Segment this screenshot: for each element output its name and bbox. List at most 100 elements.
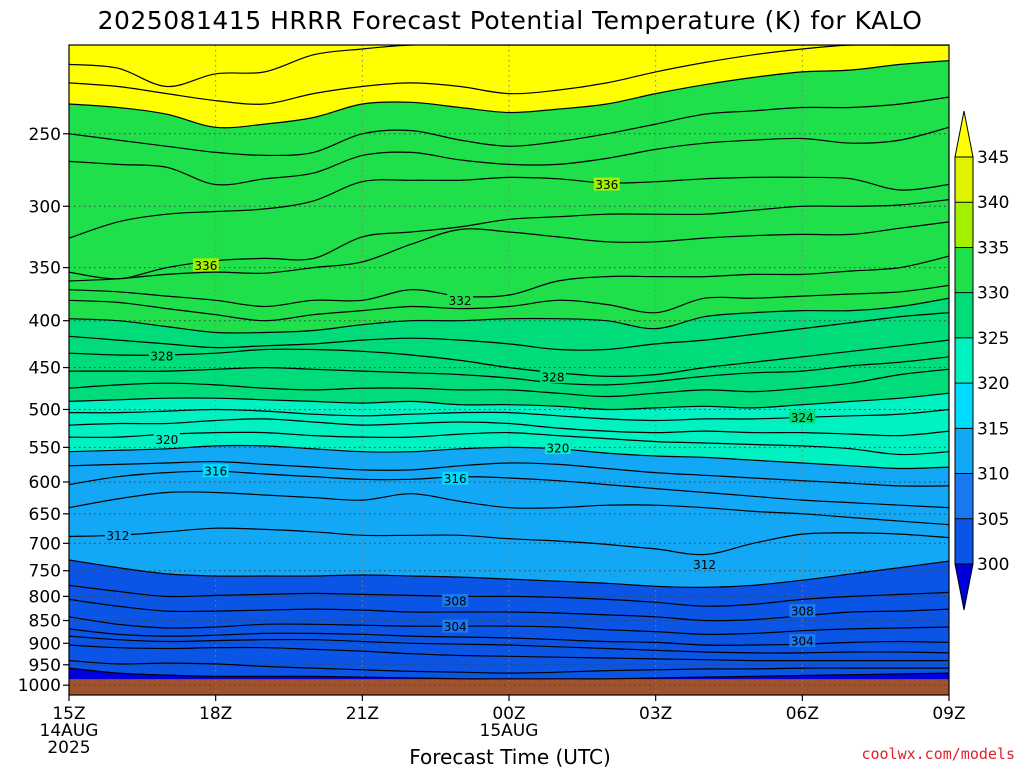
colorbar-label: 320 <box>977 374 1009 394</box>
y-tick-label: 850 <box>29 612 61 632</box>
colorbar-swatch <box>955 247 973 293</box>
colorbar-swatch <box>955 292 973 338</box>
y-tick-label: 600 <box>29 473 61 493</box>
contour-label-bg <box>153 432 180 446</box>
contour-label-text: 308 <box>444 594 467 608</box>
contour-label: 304 <box>789 634 816 649</box>
contour-339 <box>69 96 949 157</box>
y-axis: 2503003504004505005506006507007508008509… <box>18 125 69 696</box>
y-tick-label: 450 <box>29 359 61 379</box>
x-tick-label: 2025 <box>47 738 90 758</box>
x-tick-label: 09Z <box>932 704 965 724</box>
contour-label: 328 <box>148 348 175 363</box>
contour-label: 320 <box>544 441 571 456</box>
contour-329 <box>69 312 949 351</box>
contour-label-bg <box>104 528 131 542</box>
contour-340 <box>69 60 949 129</box>
contour-label-bg <box>691 557 718 571</box>
contour-300 <box>69 667 949 680</box>
contour-labels: 336 336 332 328 328 324 320 320 316 316 312 312 308 3… <box>104 177 816 649</box>
x-tick-label: 06Z <box>786 704 819 724</box>
contour-328 <box>69 339 949 377</box>
contour-326 <box>69 368 949 398</box>
contour-label-text: 316 <box>204 465 227 479</box>
contour-312 <box>69 527 949 556</box>
contour-302 <box>69 644 949 662</box>
colorbar-label: 335 <box>977 238 1009 258</box>
contour-label: 336 <box>593 177 620 192</box>
plot-area: 336 336 332 328 328 324 320 320 316 316 312 312 308 3… <box>69 45 949 695</box>
contour-label-bg <box>202 464 229 478</box>
contour-label-text: 308 <box>791 605 814 619</box>
contour-338 <box>69 126 949 186</box>
contour-label-text: 328 <box>542 371 565 385</box>
contour-323 <box>69 418 949 437</box>
x-tick-label: 18Z <box>199 704 232 724</box>
contour-label-bg <box>442 619 469 633</box>
contour-322 <box>69 431 949 456</box>
x-tick-label: 14AUG <box>40 721 99 741</box>
contour-label: 308 <box>442 593 469 608</box>
contour-label-text: 312 <box>693 558 716 572</box>
contour-336 <box>69 176 949 239</box>
y-tick-label: 650 <box>29 505 61 525</box>
contour-label: 312 <box>104 528 131 543</box>
contour-333 <box>69 221 949 282</box>
colorbar-under-arrow <box>954 563 974 611</box>
contour-label: 328 <box>540 370 566 385</box>
x-tick-label: 03Z <box>639 704 672 724</box>
y-tick-label: 250 <box>29 125 61 145</box>
contour-label-text: 312 <box>106 529 129 543</box>
contour-label: 324 <box>789 410 816 425</box>
contour-lines <box>69 45 949 680</box>
contour-label-bg <box>192 258 219 272</box>
contour-label: 312 <box>691 557 718 572</box>
contour-342 <box>69 45 949 88</box>
contour-303 <box>69 635 949 654</box>
y-tick-label: 700 <box>29 534 61 554</box>
credit-text: coolwx.com/models <box>861 745 1015 763</box>
colorbar: 300 305 310 315 320 325 330 335 340 345 <box>954 110 1009 611</box>
contour-label: 304 <box>442 619 469 634</box>
colorbar-label: 315 <box>977 419 1009 439</box>
contour-label-bg <box>593 177 620 191</box>
contour-label: 316 <box>442 471 469 486</box>
contour-331 <box>69 284 949 322</box>
contour-301 <box>69 660 949 674</box>
contour-327 <box>69 356 949 386</box>
contour-310 <box>69 559 949 589</box>
x-tick-label: 15AUG <box>480 721 539 741</box>
colorbar-swatch <box>955 518 973 564</box>
contour-309 <box>69 584 949 607</box>
contour-label-text: 332 <box>449 294 472 308</box>
colorbar-swatch <box>955 383 973 429</box>
contour-label-bg <box>789 634 816 648</box>
y-tick-label: 900 <box>29 634 61 654</box>
contour-label-text: 320 <box>546 442 569 456</box>
colorbar-label: 310 <box>977 465 1009 485</box>
contour-label-bg <box>789 410 816 424</box>
contour-label: 308 <box>789 604 816 619</box>
contour-label-text: 304 <box>444 620 467 634</box>
contour-label-text: 336 <box>194 259 217 273</box>
colorbar-swatch <box>955 202 973 248</box>
y-tick-label: 400 <box>29 312 61 332</box>
contour-label-bg <box>540 370 566 384</box>
contour-332 <box>69 255 949 308</box>
colorbar-swatch <box>955 157 973 203</box>
contour-label-text: 304 <box>791 635 814 649</box>
y-tick-label: 950 <box>29 656 61 676</box>
y-tick-label: 300 <box>29 197 61 217</box>
contour-label: 316 <box>202 464 229 479</box>
contour-330 <box>69 297 949 334</box>
y-tick-label: 1000 <box>18 676 61 696</box>
contour-label-bg <box>544 441 571 455</box>
y-tick-label: 750 <box>29 562 61 582</box>
contour-label-bg <box>442 471 469 485</box>
contour-label-bg <box>789 604 816 618</box>
contour-label-text: 324 <box>791 411 814 425</box>
colorbar-label: 300 <box>977 555 1009 575</box>
x-tick-label: 21Z <box>346 704 379 724</box>
